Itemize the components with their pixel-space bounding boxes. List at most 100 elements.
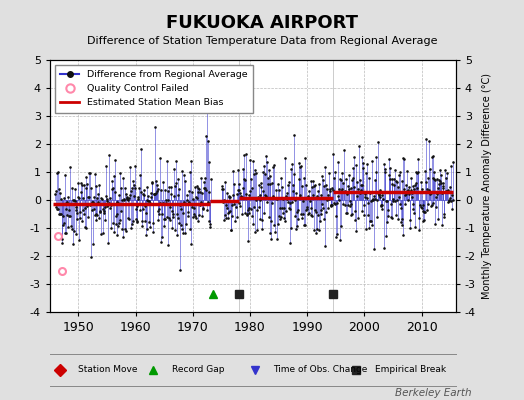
Point bbox=[345, 202, 354, 209]
Point bbox=[78, 182, 86, 189]
Point bbox=[333, 192, 342, 199]
Point bbox=[177, 206, 185, 212]
Point bbox=[430, 169, 439, 176]
Point bbox=[232, 198, 240, 204]
Point bbox=[339, 186, 347, 192]
Point bbox=[366, 218, 374, 224]
Point bbox=[158, 234, 166, 240]
Point bbox=[353, 193, 362, 200]
Point bbox=[252, 170, 260, 176]
Point bbox=[76, 215, 84, 221]
Point bbox=[174, 215, 182, 222]
Point bbox=[302, 203, 311, 210]
Point bbox=[384, 213, 392, 220]
Point bbox=[295, 176, 303, 182]
Point bbox=[145, 198, 154, 204]
Point bbox=[187, 158, 195, 164]
Point bbox=[338, 170, 346, 176]
Point bbox=[427, 190, 435, 196]
Point bbox=[157, 239, 165, 245]
Point bbox=[326, 186, 334, 193]
Point bbox=[217, 183, 226, 189]
Point bbox=[268, 180, 277, 186]
Point bbox=[118, 175, 127, 181]
Point bbox=[425, 138, 433, 144]
Point bbox=[238, 210, 246, 217]
Point bbox=[161, 216, 169, 222]
Point bbox=[347, 201, 355, 208]
Point bbox=[196, 199, 205, 205]
Point bbox=[119, 197, 128, 204]
Point bbox=[265, 180, 274, 187]
Point bbox=[176, 202, 184, 209]
Point bbox=[221, 212, 229, 218]
Point bbox=[371, 177, 379, 184]
Point bbox=[244, 238, 252, 244]
Point bbox=[103, 202, 112, 209]
Point bbox=[245, 192, 254, 198]
Point bbox=[357, 187, 365, 194]
Point bbox=[427, 203, 435, 210]
Point bbox=[201, 132, 210, 139]
Point bbox=[230, 180, 238, 187]
Point bbox=[159, 200, 167, 206]
Point bbox=[385, 155, 393, 162]
Point bbox=[113, 211, 121, 218]
Point bbox=[286, 199, 294, 206]
Point bbox=[251, 167, 259, 174]
Point bbox=[339, 201, 347, 207]
Point bbox=[389, 195, 397, 202]
Point bbox=[380, 169, 389, 175]
Point bbox=[183, 213, 192, 220]
Point bbox=[52, 188, 61, 194]
Point bbox=[367, 158, 376, 164]
Point bbox=[410, 210, 419, 216]
Point bbox=[225, 193, 233, 200]
Point bbox=[435, 178, 444, 184]
Point bbox=[197, 175, 205, 182]
Point bbox=[407, 175, 415, 181]
Point bbox=[328, 185, 336, 192]
Point bbox=[167, 191, 175, 197]
Point bbox=[181, 201, 190, 207]
Point bbox=[322, 209, 330, 216]
Point bbox=[61, 206, 70, 212]
Point bbox=[291, 213, 299, 219]
Point bbox=[362, 170, 370, 176]
Point bbox=[435, 176, 443, 183]
Point bbox=[429, 200, 438, 207]
Point bbox=[359, 202, 368, 208]
Point bbox=[365, 190, 374, 196]
Point bbox=[433, 190, 441, 197]
Point bbox=[86, 254, 95, 260]
Point bbox=[185, 199, 193, 205]
Point bbox=[394, 216, 402, 222]
Point bbox=[274, 220, 282, 227]
Point bbox=[117, 184, 125, 191]
Point bbox=[340, 147, 348, 153]
Point bbox=[436, 167, 444, 173]
Point bbox=[278, 205, 287, 211]
Point bbox=[158, 210, 167, 217]
Point bbox=[176, 266, 184, 273]
Point bbox=[233, 187, 242, 194]
Point bbox=[260, 163, 268, 170]
Point bbox=[409, 206, 418, 212]
Point bbox=[171, 182, 179, 189]
Point bbox=[379, 196, 388, 202]
Point bbox=[184, 200, 192, 206]
Legend: Difference from Regional Average, Quality Control Failed, Estimated Station Mean: Difference from Regional Average, Qualit… bbox=[54, 65, 253, 112]
Point bbox=[58, 236, 67, 242]
Point bbox=[90, 206, 98, 212]
Point bbox=[103, 196, 111, 202]
Point bbox=[82, 185, 90, 191]
Point bbox=[102, 163, 110, 169]
Point bbox=[424, 187, 433, 193]
Point bbox=[432, 204, 440, 210]
Point bbox=[169, 210, 177, 217]
Point bbox=[110, 229, 118, 236]
Point bbox=[168, 225, 176, 232]
Point bbox=[378, 205, 387, 212]
Point bbox=[298, 214, 307, 221]
Point bbox=[111, 189, 119, 196]
